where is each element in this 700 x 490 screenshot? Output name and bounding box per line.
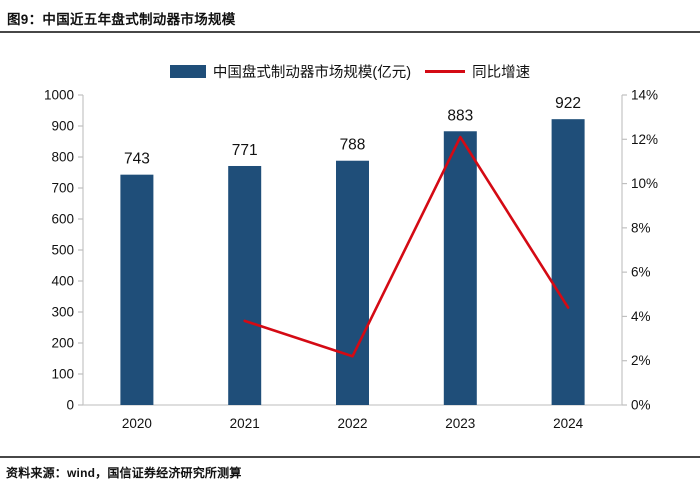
left-axis-tick-label: 800 [51,150,74,165]
bar-2024 [551,119,585,406]
left-axis-tick-label: 300 [51,305,74,320]
x-axis-label: 2020 [122,416,152,431]
x-axis-label: 2021 [230,416,260,431]
right-axis-tick-label: 8% [631,220,651,235]
left-axis-tick-label: 1000 [44,88,74,103]
right-axis-tick-label: 0% [631,398,651,413]
bar-2023 [443,131,477,405]
chart-title: 图9：中国近五年盘式制动器市场规模 [7,12,236,27]
right-axis-tick-label: 6% [631,265,651,280]
left-axis-tick-label: 0 [66,398,74,413]
chart-legend: 中国盘式制动器市场规模(亿元) 同比增速 [0,60,700,82]
source-note: 资料来源：wind，国信证券经济研究所测算 [6,466,242,480]
left-axis-tick-label: 700 [51,181,74,196]
legend-item-growth: 同比增速 [425,61,530,82]
title-underline [0,31,700,33]
left-axis-tick-label: 400 [51,274,74,289]
right-axis-tick-label: 14% [631,88,658,103]
bar-2022 [336,160,369,405]
left-axis-tick-label: 600 [51,212,74,227]
x-axis-label: 2023 [445,416,475,431]
bar-2021 [228,165,262,405]
right-axis-tick-label: 2% [631,353,651,368]
left-axis-tick-label: 200 [51,336,74,351]
right-axis-tick-label: 12% [631,132,658,147]
bar-value-label: 922 [555,95,581,112]
right-axis-tick-label: 4% [631,309,651,324]
left-axis-tick-label: 900 [51,119,74,134]
x-axis-label: 2022 [337,416,367,431]
line-series-label: 同比增速 [472,64,531,81]
legend-item-market-size: 中国盘式制动器市场规模(亿元) [169,61,412,82]
bar-value-label: 883 [447,107,473,124]
bar-series-swatch [169,64,206,78]
right-axis-tick-label: 10% [631,176,658,191]
chart-canvas: 0 100 200 300 400 500 600 700 800 900 1000 0% 2% 4% 6%… [44,88,658,432]
bar-value-label: 788 [340,137,366,154]
line-series-swatch [425,69,466,73]
bar-2020 [120,174,154,405]
bar-value-label: 771 [232,142,258,159]
footer-rule [0,456,700,458]
bar-series-label: 中国盘式制动器市场规模(亿元) [212,64,412,81]
left-axis-tick-label: 500 [51,243,74,258]
growth-line [243,135,570,358]
left-axis-tick-label: 100 [51,367,74,382]
x-axis-label: 2024 [553,416,584,431]
bar-value-label: 743 [124,151,150,168]
